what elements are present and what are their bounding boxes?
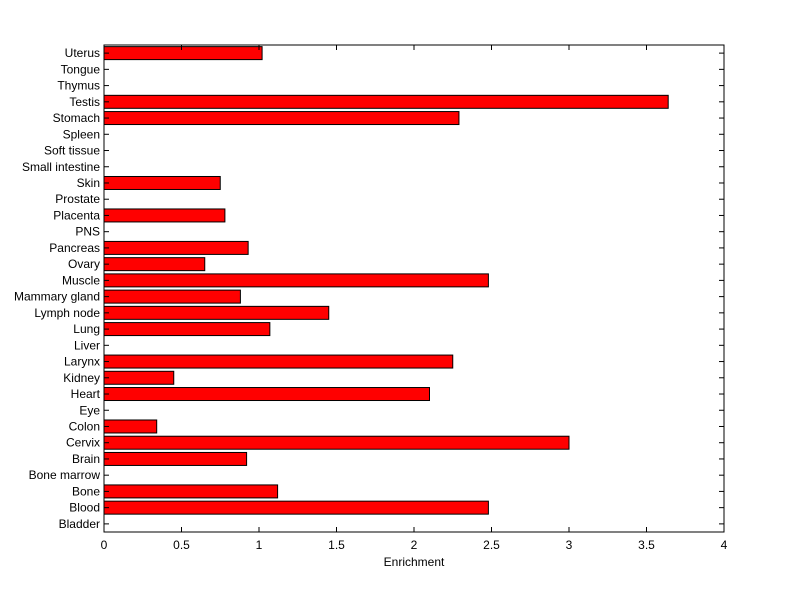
y-tick-label: Pancreas <box>49 241 100 255</box>
y-tick-label: Spleen <box>63 127 100 141</box>
bar-uterus <box>103 46 263 61</box>
y-tick-label: Prostate <box>55 192 100 206</box>
bar-larynx <box>103 354 454 369</box>
x-tick-labels: 0 0.5 1 1.5 2 2.5 3 3.5 4 <box>101 538 728 552</box>
y-tick-label: Lymph node <box>34 306 100 320</box>
bar-mammary-gland <box>103 289 241 304</box>
bar-blood <box>103 500 489 515</box>
y-tick-labels: Bladder Blood Bone Bone marrow Brain Cervix Co… <box>14 46 101 531</box>
bar-ovary <box>103 257 206 272</box>
bar-kidney <box>103 370 175 385</box>
y-tick-label: Uterus <box>65 46 100 60</box>
y-tick-label: Blood <box>69 501 100 515</box>
y-tick-label: Skin <box>77 176 100 190</box>
plot-area-frame <box>103 44 725 533</box>
bars-group <box>103 46 669 515</box>
bar-stomach <box>103 111 460 126</box>
x-tick-label: 1.5 <box>328 538 345 552</box>
bar-bone <box>103 484 279 499</box>
y-tick-label: Stomach <box>53 111 100 125</box>
y-tick-label: Bone marrow <box>29 468 101 482</box>
y-tick-label: Lung <box>73 322 100 336</box>
bar-lung <box>103 322 271 337</box>
y-tick-label: Cervix <box>66 436 100 450</box>
bar-muscle <box>103 273 489 288</box>
bar-heart <box>103 387 430 402</box>
y-tick-label: Colon <box>69 419 100 433</box>
y-tick-label: PNS <box>75 225 100 239</box>
bar-skin <box>103 175 221 190</box>
x-tick-label: 3 <box>566 538 573 552</box>
x-tick-label: 0 <box>101 538 108 552</box>
y-tick-label: Small intestine <box>22 160 100 174</box>
bar-placenta <box>103 208 226 223</box>
y-tick-label: Testis <box>69 95 100 109</box>
y-tick-label: Liver <box>74 338 100 352</box>
x-tick-label: 2 <box>411 538 418 552</box>
bar-lymph-node <box>103 305 330 320</box>
x-tick-label: 3.5 <box>638 538 655 552</box>
y-tick-label: Bladder <box>59 517 100 531</box>
y-tick-label: Ovary <box>68 257 100 271</box>
bar-brain <box>103 451 248 466</box>
y-tick-label: Tongue <box>61 62 101 76</box>
x-tick-label: 2.5 <box>483 538 500 552</box>
x-tick-label: 0.5 <box>173 538 190 552</box>
bar-pancreas <box>103 240 249 255</box>
y-tick-label: Mammary gland <box>14 290 100 304</box>
bar-cervix <box>103 435 570 450</box>
y-tick-label: Brain <box>72 452 100 466</box>
y-tick-label: Larynx <box>64 355 100 369</box>
x-tick-label: 1 <box>256 538 263 552</box>
y-tick-label: Thymus <box>57 79 100 93</box>
y-tick-label: Soft tissue <box>44 144 100 158</box>
bar-colon <box>103 419 158 434</box>
x-axis-title: Enrichment <box>384 555 445 569</box>
y-tick-label: Placenta <box>53 208 100 222</box>
y-tick-label: Kidney <box>63 371 100 385</box>
bar-testis <box>103 94 669 109</box>
y-tick-label: Heart <box>71 387 101 401</box>
y-tick-label: Eye <box>79 403 100 417</box>
y-tick-label: Bone <box>72 484 100 498</box>
y-tick-label: Muscle <box>62 273 100 287</box>
x-tick-label: 4 <box>721 538 728 552</box>
